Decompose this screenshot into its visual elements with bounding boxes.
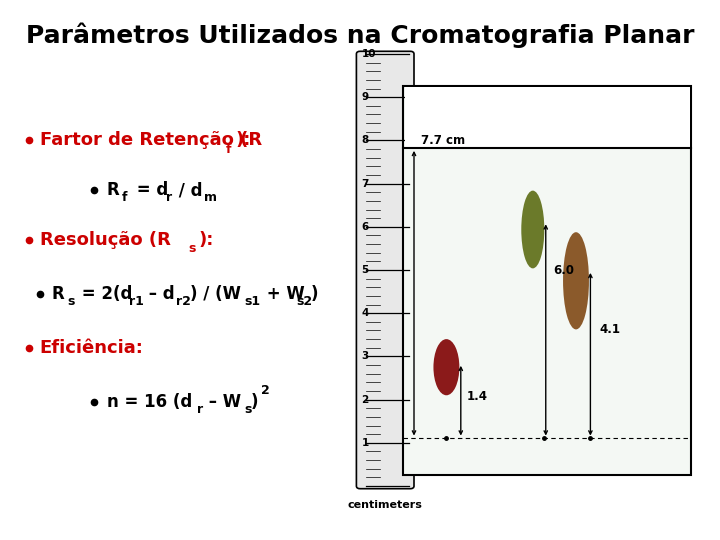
Bar [405, 87, 690, 147]
Text: s: s [189, 242, 196, 255]
Text: 2: 2 [261, 384, 269, 397]
Text: r: r [197, 403, 203, 416]
Text: 4.1: 4.1 [599, 323, 620, 336]
Text: r2: r2 [176, 295, 191, 308]
FancyBboxPatch shape [356, 51, 414, 489]
Text: 8: 8 [361, 136, 369, 145]
Text: + W: + W [261, 285, 305, 303]
Text: R: R [107, 181, 120, 199]
Text: 7: 7 [361, 179, 369, 188]
Text: f: f [225, 143, 231, 156]
Text: ): ) [251, 393, 258, 411]
Text: 3: 3 [361, 352, 369, 361]
Ellipse shape [563, 232, 589, 329]
Text: – W: – W [203, 393, 241, 411]
Text: ): ) [311, 285, 318, 303]
Text: n = 16 (d: n = 16 (d [107, 393, 192, 411]
Text: = 2(d: = 2(d [76, 285, 132, 303]
Bar [403, 86, 691, 475]
Text: 1.4: 1.4 [467, 390, 487, 403]
Text: s: s [245, 403, 252, 416]
Text: s2: s2 [297, 295, 312, 308]
Text: 2: 2 [361, 395, 369, 404]
Text: ):: ): [235, 131, 251, 150]
Text: r: r [166, 191, 172, 204]
Text: Resolução (R: Resolução (R [40, 231, 171, 249]
Text: 6.0: 6.0 [553, 264, 574, 276]
Text: s: s [67, 295, 74, 308]
Ellipse shape [433, 339, 459, 395]
Text: Eficiência:: Eficiência: [40, 339, 143, 357]
Text: Fartor de Retenção (R: Fartor de Retenção (R [40, 131, 262, 150]
Text: s1: s1 [245, 295, 261, 308]
Text: 4: 4 [361, 308, 369, 318]
Text: 6: 6 [361, 222, 369, 232]
Text: ) / (W: ) / (W [190, 285, 241, 303]
Text: 9: 9 [361, 92, 369, 102]
Text: – d: – d [143, 285, 174, 303]
Text: R: R [52, 285, 65, 303]
Text: = d: = d [131, 181, 168, 199]
Text: ):: ): [198, 231, 213, 249]
Text: 10: 10 [361, 49, 376, 59]
Text: Parâmetros Utilizados na Cromatografia Planar: Parâmetros Utilizados na Cromatografia P… [26, 22, 694, 48]
Text: 1: 1 [361, 438, 369, 448]
Text: 5: 5 [361, 265, 369, 275]
Text: r1: r1 [129, 295, 144, 308]
Text: m: m [204, 191, 217, 204]
Text: / d: / d [173, 181, 202, 199]
Text: centimeters: centimeters [348, 500, 423, 510]
Text: f: f [122, 191, 127, 204]
Ellipse shape [521, 191, 544, 268]
Text: 7.7 cm: 7.7 cm [421, 134, 465, 147]
